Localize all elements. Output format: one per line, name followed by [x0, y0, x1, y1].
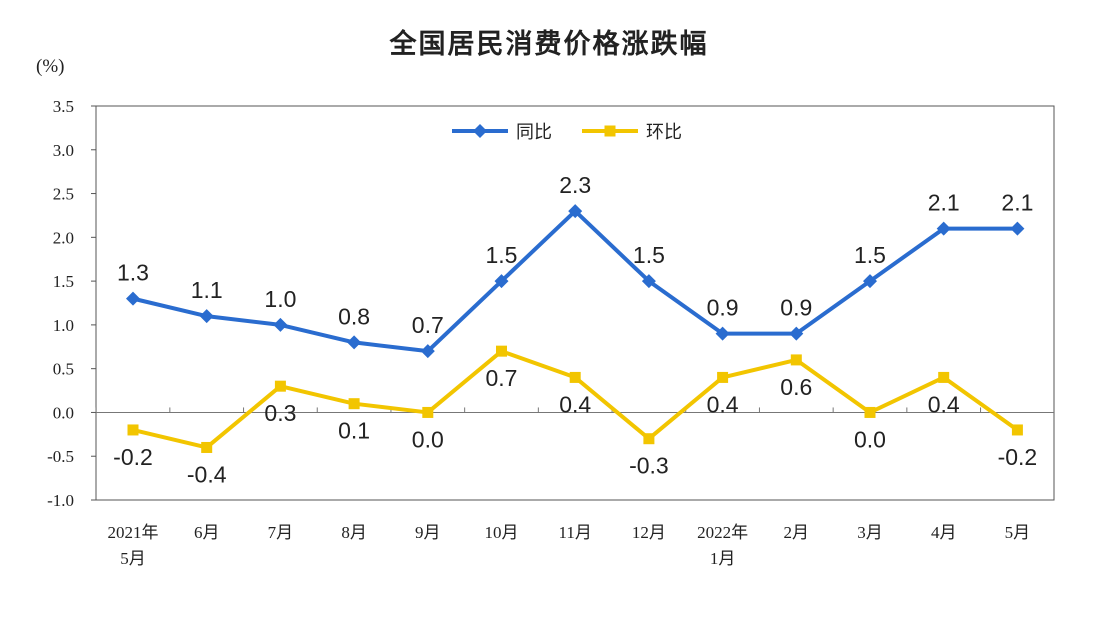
data-point-yoy: [420, 344, 435, 359]
data-point-yoy: [273, 317, 288, 332]
data-point-yoy: [199, 309, 214, 324]
data-label-yoy: 1.0: [264, 286, 296, 312]
x-tick-label: 12月: [632, 523, 666, 542]
data-label-mom: 0.0: [412, 426, 444, 452]
y-axis-unit: (%): [36, 56, 65, 77]
data-label-yoy: 0.9: [780, 295, 812, 321]
data-label-yoy: 1.5: [854, 242, 886, 268]
data-label-yoy: 0.9: [707, 295, 739, 321]
y-tick-label: -1.0: [47, 491, 74, 510]
x-tick-label: 2022年 1月: [697, 523, 748, 568]
x-tick-label: 10月: [485, 523, 519, 542]
data-point-yoy: [494, 274, 509, 289]
x-tick-label: 9月: [415, 523, 441, 542]
data-label-mom: 0.0: [854, 426, 886, 452]
y-tick-label: 3.0: [53, 141, 74, 160]
chart-title: 全国居民消费价格涨跌幅: [389, 29, 709, 60]
data-label-mom: 0.3: [264, 400, 296, 426]
data-point-mom: [127, 424, 139, 436]
y-tick-label: 1.0: [53, 316, 74, 335]
data-label-yoy: 0.8: [338, 303, 370, 329]
data-point-mom: [422, 406, 434, 418]
data-point-yoy: [347, 335, 362, 350]
data-point-mom: [717, 371, 729, 383]
x-tick-label: 4月: [931, 523, 957, 542]
data-point-yoy: [789, 326, 804, 341]
y-tick-label: 0.5: [53, 360, 74, 379]
y-tick-label: 0.0: [53, 403, 74, 422]
x-tick-label: 6月: [194, 523, 220, 542]
data-point-yoy: [936, 221, 951, 236]
x-tick-label: 5月: [1005, 523, 1031, 542]
data-point-mom: [274, 380, 286, 392]
data-point-mom: [569, 371, 581, 383]
data-label-yoy: 2.1: [928, 190, 960, 216]
data-label-mom: -0.4: [187, 461, 227, 487]
y-tick-label: 3.5: [53, 97, 74, 116]
data-point-yoy: [641, 274, 656, 289]
data-point-mom: [864, 406, 876, 418]
x-tick-label: 8月: [341, 523, 367, 542]
y-tick-label: 2.0: [53, 228, 74, 247]
data-point-yoy: [1010, 221, 1025, 236]
data-point-mom: [496, 345, 507, 357]
y-tick-label: 1.5: [53, 272, 74, 291]
data-label-mom: -0.2: [113, 444, 153, 470]
data-point-mom: [1011, 424, 1023, 436]
data-point-mom: [790, 354, 802, 366]
legend-marker: [604, 125, 616, 137]
data-point-yoy: [568, 204, 583, 219]
data-label-yoy: 1.5: [633, 242, 665, 268]
data-point-yoy: [715, 326, 730, 341]
data-point-mom: [348, 398, 360, 410]
data-label-yoy: 1.3: [117, 260, 149, 286]
y-tick-label: 2.5: [53, 185, 74, 204]
data-label-yoy: 0.7: [412, 312, 444, 338]
data-label-yoy: 2.3: [559, 172, 591, 198]
data-label-yoy: 1.5: [486, 242, 518, 268]
data-point-mom: [201, 441, 213, 453]
data-point-mom: [643, 433, 655, 445]
data-label-mom: -0.3: [629, 453, 669, 479]
data-label-mom: 0.4: [559, 391, 591, 417]
data-label-yoy: 2.1: [1001, 190, 1033, 216]
data-label-mom: 0.6: [780, 374, 812, 400]
legend-label: 环比: [646, 122, 682, 143]
legend-marker: [473, 124, 487, 138]
data-label-mom: -0.2: [998, 444, 1038, 470]
x-tick-label: 7月: [268, 523, 294, 542]
series-line-yoy: [132, 209, 1018, 354]
data-point-yoy: [863, 274, 877, 289]
x-tick-label: 11月: [559, 523, 592, 542]
x-tick-label: 2021年 5月: [108, 523, 159, 568]
plot-frame: [95, 105, 1055, 501]
data-point-mom: [938, 371, 950, 383]
x-tick-label: 3月: [857, 523, 883, 542]
data-label-mom: 0.1: [338, 418, 370, 444]
y-tick-label: -0.5: [47, 447, 74, 466]
data-point-yoy: [126, 291, 140, 306]
data-label-mom: 0.7: [486, 365, 518, 391]
data-label-yoy: 1.1: [191, 277, 223, 303]
legend-label: 同比: [516, 122, 552, 143]
data-label-mom: 0.4: [707, 391, 739, 417]
data-label-mom: 0.4: [928, 391, 960, 417]
x-tick-label: 2月: [784, 523, 810, 542]
